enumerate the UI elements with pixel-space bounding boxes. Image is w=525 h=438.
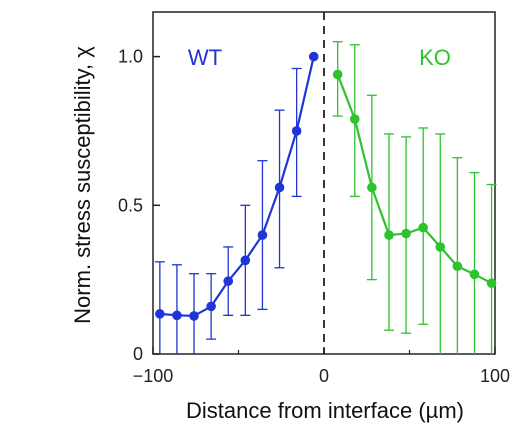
data-point — [401, 228, 411, 239]
series-ko: KO — [332, 41, 497, 354]
data-point — [189, 311, 199, 321]
data-point — [384, 230, 394, 240]
data-point — [172, 310, 182, 321]
data-point — [367, 182, 377, 193]
data-point — [257, 230, 268, 240]
series-label: WT — [188, 45, 222, 70]
x-tick-label: 100 — [480, 366, 510, 386]
data-point — [452, 261, 463, 272]
data-point — [435, 242, 446, 252]
data-point — [206, 301, 216, 312]
y-tick-label: 0.5 — [118, 195, 143, 215]
data-point — [223, 276, 234, 286]
data-point — [308, 51, 319, 62]
data-point — [332, 69, 343, 80]
data-point — [291, 126, 302, 136]
x-axis-title: Distance from interface (µm) — [186, 398, 464, 423]
series-line — [159, 56, 315, 318]
data-point — [155, 309, 165, 319]
series-wt: WT — [154, 45, 319, 354]
series-label: KO — [419, 45, 451, 70]
data-point — [486, 278, 497, 289]
data-point — [349, 114, 360, 124]
y-tick-label: 1.0 — [118, 47, 143, 67]
x-tick-label: −100 — [133, 366, 174, 386]
y-axis-title: Norm. stress susceptibility, χ — [70, 46, 95, 324]
data-point — [274, 182, 285, 193]
data-point — [240, 255, 251, 266]
x-tick-label: 0 — [319, 366, 329, 386]
data-point — [418, 222, 428, 233]
data-point — [469, 269, 480, 280]
series-line — [336, 74, 493, 285]
y-tick-label: 0 — [133, 344, 143, 364]
